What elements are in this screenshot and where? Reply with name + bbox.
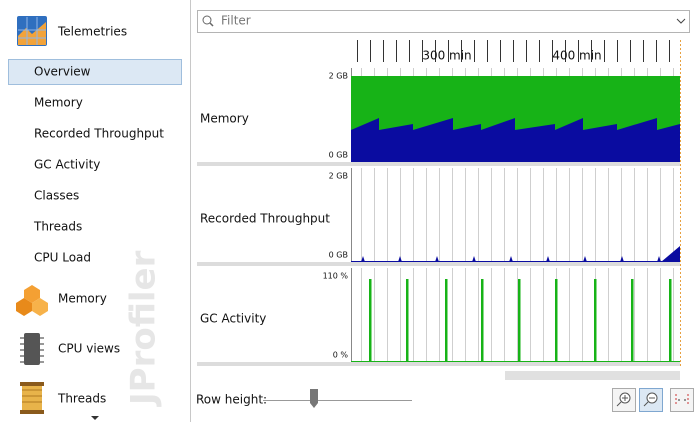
section-label[interactable]: CPU views [58,342,120,356]
sidebar-title[interactable]: Telemetries [57,25,127,39]
axis-label: 2 GB [329,72,348,81]
row-label: GC Activity [200,312,266,326]
memory-section-icon [16,285,48,316]
sidebar-item[interactable]: Threads [33,220,82,234]
gc-spike [518,279,521,362]
sidebar-item[interactable]: Overview [34,65,91,79]
axis-label: 110 % [323,272,349,281]
sidebar-item[interactable]: Recorded Throughput [34,127,164,141]
gc-spike [594,279,597,362]
horizontal-scrollbar[interactable] [505,371,680,380]
axis-label: 2 GB [329,172,348,181]
gc-spike [555,279,558,362]
sidebar-item[interactable]: Classes [34,189,79,203]
telemetries-icon [17,16,47,46]
row-separator [197,362,680,366]
filter-box[interactable] [197,10,690,33]
selected-item [8,59,182,85]
filter-dropdown[interactable] [676,18,686,24]
filter-placeholder: Filter [221,14,251,28]
axis-label: 0 GB [329,251,348,260]
scroll-down-arrow[interactable] [91,416,99,420]
time-label: 300 min [422,49,471,63]
gc-spike [369,279,372,362]
section-label[interactable]: Threads [57,392,106,406]
row-label: Memory [200,112,249,126]
row-height-label: Row height: [196,393,267,407]
search-icon [202,15,212,25]
row-separator [197,262,680,266]
sidebar-item[interactable]: Memory [34,96,83,110]
sidebar-item[interactable]: CPU Load [34,251,91,265]
search-icon-handle [209,22,214,27]
gc-spike [669,279,672,362]
row-separator [197,162,680,166]
gc-spike [445,279,448,362]
threads-section-icon [20,382,44,414]
section-label[interactable]: Memory [58,292,107,306]
axis-label: 0 % [333,351,349,360]
gc-spike [481,279,484,362]
axis-label: 0 GB [329,151,348,160]
row-label: Recorded Throughput [200,212,330,226]
gc-spike [406,279,409,362]
fit-button[interactable] [670,388,694,412]
sidebar-item[interactable]: GC Activity [34,158,100,172]
time-label: 400 min [552,49,601,63]
memory-used [351,118,680,162]
cpu-section-icon [20,333,44,365]
gc-spike [631,279,634,362]
watermark: JProfiler [124,250,164,407]
slider-thumb[interactable] [310,389,318,408]
